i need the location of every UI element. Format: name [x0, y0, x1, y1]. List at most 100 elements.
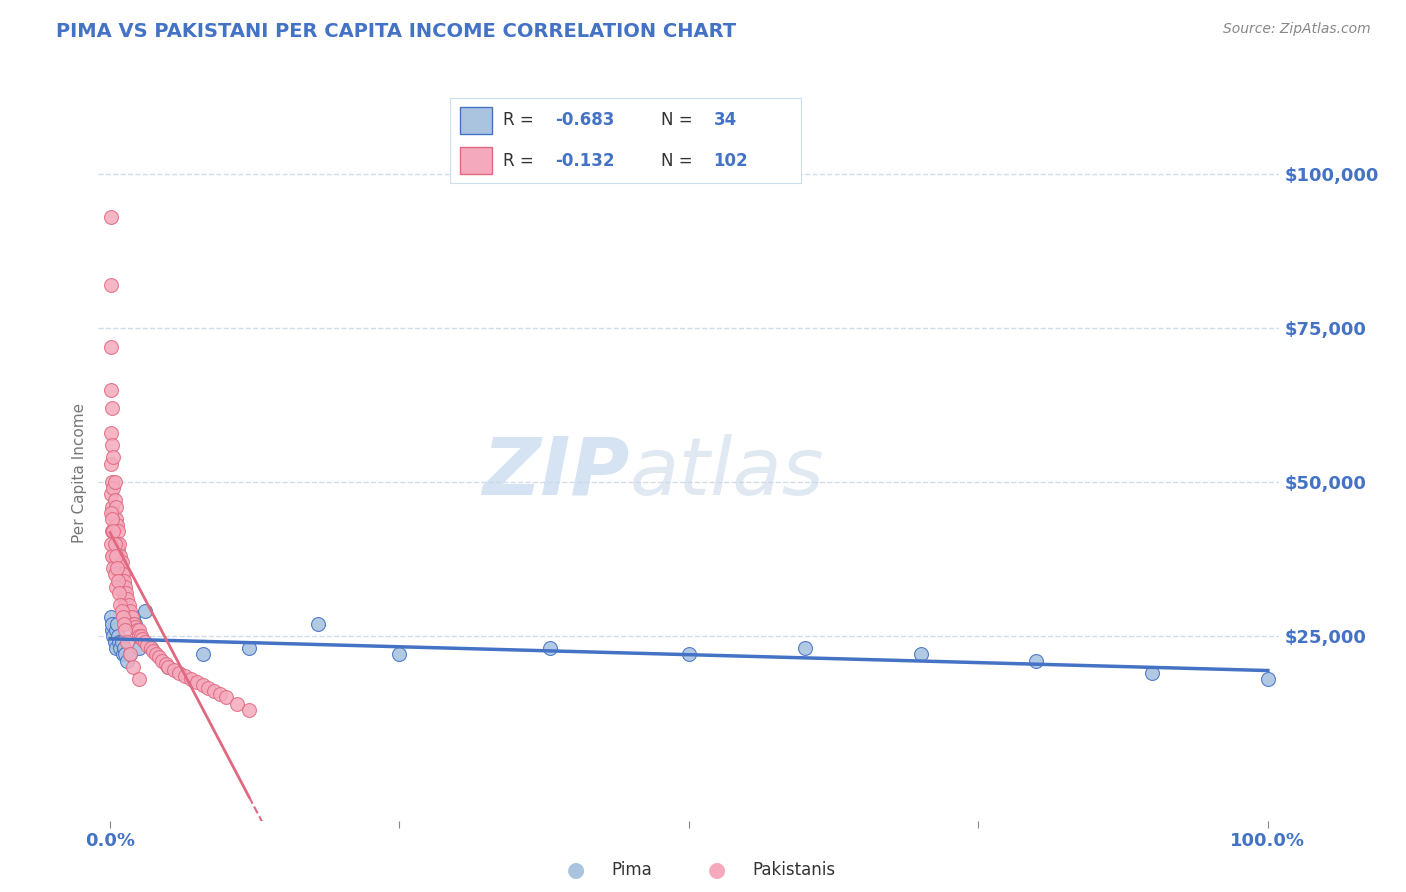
- Point: [105, 616, 128, 631]
- Point: [910, 648, 932, 662]
- Point: [111, 648, 134, 662]
- Point: [118, 604, 141, 618]
- Point: [180, 672, 202, 686]
- Point: [238, 703, 260, 717]
- Point: [112, 574, 135, 588]
- Text: ZIP: ZIP: [482, 434, 630, 512]
- Point: [105, 518, 128, 533]
- Point: [104, 549, 127, 563]
- Point: [114, 648, 136, 662]
- Point: [110, 555, 132, 569]
- Point: [122, 610, 145, 624]
- Point: [110, 635, 132, 649]
- Point: [793, 641, 815, 656]
- Point: [104, 623, 127, 637]
- Point: [114, 623, 136, 637]
- Point: [114, 580, 136, 594]
- Point: [103, 561, 125, 575]
- Point: [104, 536, 127, 550]
- Text: 34: 34: [714, 112, 737, 129]
- Point: [131, 632, 153, 646]
- Text: Pakistanis: Pakistanis: [752, 861, 835, 879]
- Point: [105, 555, 128, 569]
- Point: [103, 481, 125, 495]
- Text: Source: ZipAtlas.com: Source: ZipAtlas.com: [1223, 22, 1371, 37]
- Point: [104, 518, 127, 533]
- Text: 102: 102: [714, 152, 748, 169]
- Point: [112, 641, 135, 656]
- Point: [100, 487, 122, 501]
- Point: [128, 629, 150, 643]
- Point: [105, 561, 128, 575]
- Point: [124, 616, 146, 631]
- Point: [104, 493, 127, 508]
- Point: [100, 383, 122, 397]
- Point: [110, 567, 132, 582]
- Point: [104, 567, 127, 582]
- Point: [108, 574, 131, 588]
- Point: [1140, 665, 1163, 680]
- Text: Pima: Pima: [612, 861, 652, 879]
- Point: [156, 659, 179, 673]
- Point: [111, 610, 134, 624]
- Point: [191, 648, 214, 662]
- Point: [104, 635, 127, 649]
- Point: [101, 512, 124, 526]
- Point: [104, 475, 127, 489]
- Text: atlas: atlas: [630, 434, 825, 512]
- Point: [191, 678, 214, 692]
- Point: [111, 586, 134, 600]
- Point: [124, 616, 146, 631]
- Point: [115, 586, 138, 600]
- Point: [100, 610, 122, 624]
- Point: [108, 555, 131, 569]
- Point: [208, 687, 231, 701]
- Text: -0.132: -0.132: [555, 152, 614, 169]
- Point: [101, 401, 124, 416]
- Point: [103, 629, 125, 643]
- Point: [202, 684, 225, 698]
- Point: [108, 586, 131, 600]
- Point: [101, 500, 124, 514]
- Point: [226, 697, 249, 711]
- Point: [117, 598, 139, 612]
- Point: [163, 663, 186, 677]
- Point: [169, 665, 191, 680]
- Point: [107, 561, 129, 575]
- Point: [118, 648, 141, 662]
- Point: [100, 339, 122, 353]
- Point: [100, 277, 122, 292]
- Point: [103, 450, 125, 465]
- Point: [105, 536, 128, 550]
- Point: [155, 657, 177, 671]
- Text: R =: R =: [503, 152, 538, 169]
- Point: [104, 580, 127, 594]
- Point: [104, 512, 127, 526]
- Point: [307, 616, 329, 631]
- Point: [104, 641, 127, 656]
- Point: [538, 641, 561, 656]
- Point: [134, 604, 156, 618]
- Point: [110, 549, 132, 563]
- Point: [110, 641, 132, 656]
- Point: [139, 641, 162, 656]
- Point: [110, 598, 132, 612]
- Point: [238, 641, 260, 656]
- Point: [100, 425, 122, 440]
- Point: [103, 549, 125, 563]
- Point: [122, 616, 145, 631]
- Point: [100, 506, 122, 520]
- FancyBboxPatch shape: [461, 147, 492, 175]
- Point: [110, 604, 132, 618]
- Point: [150, 654, 173, 668]
- Point: [118, 648, 141, 662]
- Point: [388, 648, 411, 662]
- Point: [104, 536, 127, 550]
- Point: [107, 629, 129, 643]
- Point: [197, 681, 219, 696]
- Point: [110, 580, 132, 594]
- Text: N =: N =: [661, 112, 697, 129]
- Point: [114, 598, 136, 612]
- Point: [148, 650, 170, 665]
- Point: [156, 659, 179, 673]
